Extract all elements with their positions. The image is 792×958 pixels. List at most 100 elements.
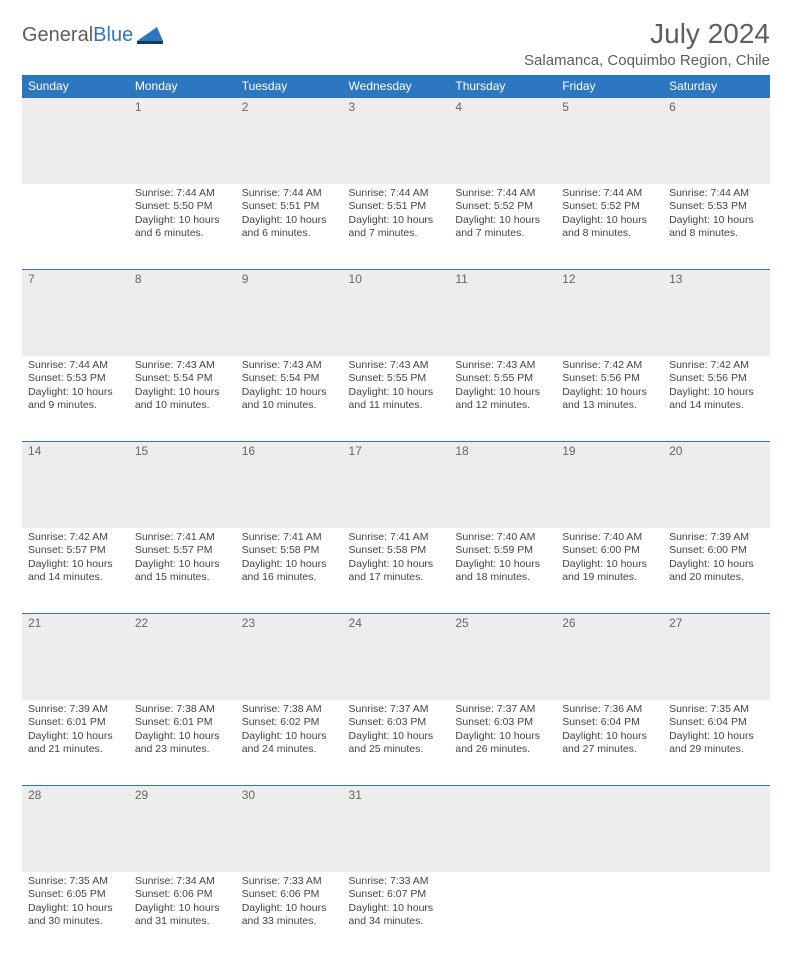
day-cell: Sunrise: 7:40 AMSunset: 6:00 PMDaylight:… <box>556 528 663 614</box>
detail-line-dl1: Daylight: 10 hours <box>455 558 550 572</box>
daynum-cell <box>22 98 129 184</box>
day-details: Sunrise: 7:35 AMSunset: 6:05 PMDaylight:… <box>22 872 129 936</box>
detail-line-dl2: and 16 minutes. <box>242 571 337 585</box>
day-details: Sunrise: 7:39 AMSunset: 6:01 PMDaylight:… <box>22 700 129 764</box>
daynum-cell: 8 <box>129 270 236 356</box>
detail-line-sr: Sunrise: 7:42 AM <box>562 359 657 373</box>
detail-line-sr: Sunrise: 7:34 AM <box>135 875 230 889</box>
day-number: 6 <box>663 98 770 116</box>
daynum-cell: 22 <box>129 614 236 700</box>
detail-line-dl2: and 14 minutes. <box>28 571 123 585</box>
detail-line-dl2: and 23 minutes. <box>135 743 230 757</box>
day-number: 27 <box>663 614 770 632</box>
day-details: Sunrise: 7:44 AMSunset: 5:53 PMDaylight:… <box>663 184 770 248</box>
detail-line-sr: Sunrise: 7:40 AM <box>562 531 657 545</box>
day-number: 28 <box>22 786 129 804</box>
day-number: 29 <box>129 786 236 804</box>
daynum-cell: 28 <box>22 786 129 872</box>
daynum-cell: 2 <box>236 98 343 184</box>
day-number: 11 <box>449 270 556 288</box>
day-cell: Sunrise: 7:44 AMSunset: 5:51 PMDaylight:… <box>343 184 450 270</box>
day-cell: Sunrise: 7:34 AMSunset: 6:06 PMDaylight:… <box>129 872 236 958</box>
detail-line-dl2: and 7 minutes. <box>455 227 550 241</box>
day-details: Sunrise: 7:44 AMSunset: 5:51 PMDaylight:… <box>343 184 450 248</box>
detail-line-dl1: Daylight: 10 hours <box>242 214 337 228</box>
detail-line-sr: Sunrise: 7:44 AM <box>28 359 123 373</box>
day-cell <box>449 872 556 958</box>
detail-line-sr: Sunrise: 7:44 AM <box>669 187 764 201</box>
detail-line-dl1: Daylight: 10 hours <box>349 558 444 572</box>
detail-line-dl2: and 11 minutes. <box>349 399 444 413</box>
detail-line-dl2: and 8 minutes. <box>562 227 657 241</box>
day-cell: Sunrise: 7:39 AMSunset: 6:01 PMDaylight:… <box>22 700 129 786</box>
detail-line-dl1: Daylight: 10 hours <box>135 902 230 916</box>
day-number: 18 <box>449 442 556 460</box>
detail-line-dl1: Daylight: 10 hours <box>28 558 123 572</box>
detail-line-ss: Sunset: 5:57 PM <box>28 544 123 558</box>
daynum-cell: 14 <box>22 442 129 528</box>
detail-line-dl1: Daylight: 10 hours <box>562 214 657 228</box>
day-details: Sunrise: 7:37 AMSunset: 6:03 PMDaylight:… <box>343 700 450 764</box>
detail-line-ss: Sunset: 6:04 PM <box>669 716 764 730</box>
day-number: 23 <box>236 614 343 632</box>
daynum-cell: 19 <box>556 442 663 528</box>
day-number: 13 <box>663 270 770 288</box>
day-details: Sunrise: 7:33 AMSunset: 6:07 PMDaylight:… <box>343 872 450 936</box>
detail-line-sr: Sunrise: 7:43 AM <box>135 359 230 373</box>
day-cell: Sunrise: 7:38 AMSunset: 6:02 PMDaylight:… <box>236 700 343 786</box>
day-number: 25 <box>449 614 556 632</box>
day-number: 30 <box>236 786 343 804</box>
daynum-cell <box>663 786 770 872</box>
daynum-cell: 4 <box>449 98 556 184</box>
day-number: 9 <box>236 270 343 288</box>
detail-line-ss: Sunset: 5:54 PM <box>135 372 230 386</box>
page-header: GeneralBlue July 2024 Salamanca, Coquimb… <box>22 18 770 69</box>
day-number: 31 <box>343 786 450 804</box>
detail-line-dl2: and 9 minutes. <box>28 399 123 413</box>
day-number: 7 <box>22 270 129 288</box>
detail-line-dl1: Daylight: 10 hours <box>242 902 337 916</box>
day-cell: Sunrise: 7:43 AMSunset: 5:55 PMDaylight:… <box>449 356 556 442</box>
daynum-cell: 9 <box>236 270 343 356</box>
day-cell <box>556 872 663 958</box>
day-number: 2 <box>236 98 343 116</box>
detail-line-dl1: Daylight: 10 hours <box>135 386 230 400</box>
day-details: Sunrise: 7:44 AMSunset: 5:52 PMDaylight:… <box>556 184 663 248</box>
day-number: 8 <box>129 270 236 288</box>
weekday-header: Sunday <box>22 75 129 98</box>
detail-line-ss: Sunset: 5:50 PM <box>135 200 230 214</box>
day-cell: Sunrise: 7:43 AMSunset: 5:54 PMDaylight:… <box>129 356 236 442</box>
weekday-header: Monday <box>129 75 236 98</box>
detail-line-dl2: and 12 minutes. <box>455 399 550 413</box>
day-details: Sunrise: 7:42 AMSunset: 5:56 PMDaylight:… <box>663 356 770 420</box>
day-number: 19 <box>556 442 663 460</box>
detail-line-ss: Sunset: 6:04 PM <box>562 716 657 730</box>
detail-line-dl1: Daylight: 10 hours <box>669 214 764 228</box>
detail-line-dl2: and 6 minutes. <box>242 227 337 241</box>
detail-line-ss: Sunset: 5:52 PM <box>562 200 657 214</box>
daynum-cell: 11 <box>449 270 556 356</box>
logo-word-2: Blue <box>93 24 133 46</box>
day-details: Sunrise: 7:44 AMSunset: 5:52 PMDaylight:… <box>449 184 556 248</box>
detail-line-dl2: and 8 minutes. <box>669 227 764 241</box>
daynum-cell: 12 <box>556 270 663 356</box>
day-cell <box>663 872 770 958</box>
detail-line-dl1: Daylight: 10 hours <box>669 730 764 744</box>
daynum-row: 14151617181920 <box>22 442 770 528</box>
daynum-row: 21222324252627 <box>22 614 770 700</box>
detail-line-sr: Sunrise: 7:44 AM <box>455 187 550 201</box>
day-cell: Sunrise: 7:44 AMSunset: 5:50 PMDaylight:… <box>129 184 236 270</box>
calendar-body: 123456Sunrise: 7:44 AMSunset: 5:50 PMDay… <box>22 98 770 958</box>
daynum-cell <box>449 786 556 872</box>
day-cell: Sunrise: 7:43 AMSunset: 5:55 PMDaylight:… <box>343 356 450 442</box>
day-cell: Sunrise: 7:42 AMSunset: 5:56 PMDaylight:… <box>663 356 770 442</box>
detail-line-dl2: and 14 minutes. <box>669 399 764 413</box>
day-number: 15 <box>129 442 236 460</box>
detail-line-ss: Sunset: 6:00 PM <box>669 544 764 558</box>
detail-line-dl2: and 10 minutes. <box>242 399 337 413</box>
detail-line-dl1: Daylight: 10 hours <box>562 386 657 400</box>
detail-line-dl1: Daylight: 10 hours <box>455 730 550 744</box>
weekday-header: Tuesday <box>236 75 343 98</box>
detail-line-dl2: and 18 minutes. <box>455 571 550 585</box>
detail-line-dl2: and 7 minutes. <box>349 227 444 241</box>
